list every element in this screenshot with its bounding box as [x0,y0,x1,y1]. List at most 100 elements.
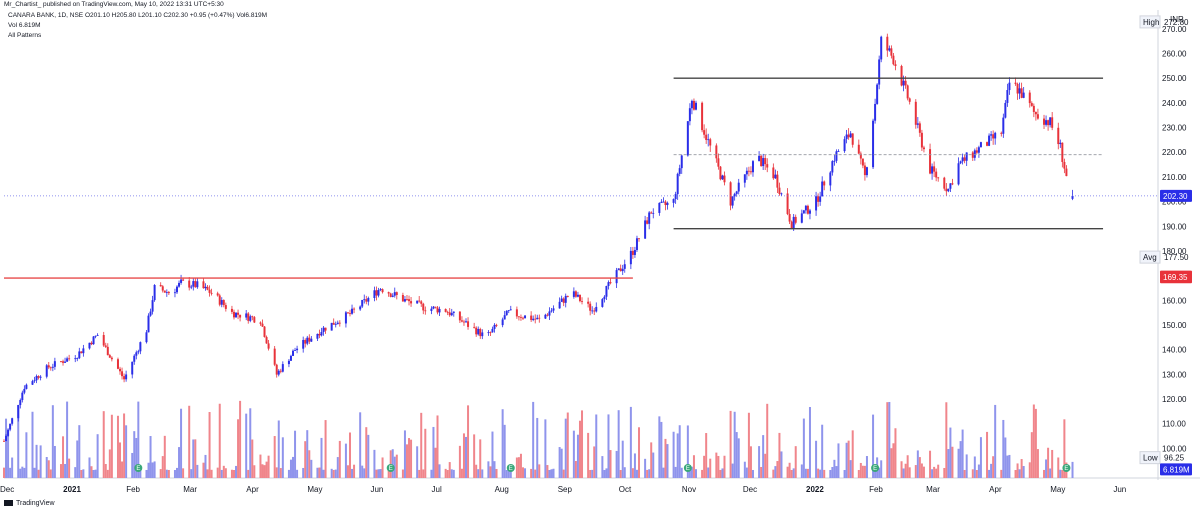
volume-bar [489,466,492,478]
candle-body [245,313,248,318]
price-tag-label: High [1143,18,1159,27]
candle-body [1057,127,1060,145]
volume-bar [988,469,991,478]
volume-bar [348,432,351,478]
candle-body [104,345,107,347]
candle-body [275,364,278,375]
candle-body [9,423,12,430]
candle-body [489,332,492,334]
logo-mark-icon [4,500,13,507]
candle-body [281,364,284,372]
volume-bar [666,444,669,478]
candle-body [672,199,675,203]
price-tag-value: 202.30 [1163,192,1188,201]
candle-body [178,282,181,287]
candle-body [593,310,596,312]
earnings-badge: E [683,464,692,472]
candle-body [865,167,868,176]
candle-body [106,346,109,356]
candle-body [664,201,667,206]
volume-bar [294,430,297,478]
candle-body [994,132,997,139]
candle-body [251,316,254,318]
volume-bar [465,436,468,478]
candle-body [31,381,34,385]
volume-bar [845,442,848,478]
volume-bar [660,421,663,478]
candle-body [25,384,28,389]
candle-body [914,101,917,125]
candle-body [973,150,976,158]
volume-bar [945,402,948,478]
volume-bar [688,469,691,478]
volume-bar [979,437,982,478]
candle-body [894,64,897,66]
volume-bar [66,401,69,478]
volume-bar [821,424,824,478]
candle-body [49,367,52,369]
candle-body [935,171,938,178]
volume-bar [794,446,797,478]
candle-body [652,212,655,214]
pattern-legend[interactable]: All Patterns [8,32,42,39]
volume-bar [723,455,726,478]
volume-bar [1014,470,1017,478]
volume-bar [47,460,50,478]
volume-bar [192,439,195,478]
volume-bar [902,468,905,478]
volume-bar [216,467,219,478]
candle-body [601,299,604,307]
x-tick-label: Jun [1113,485,1126,494]
candle-body [959,161,962,164]
candle-body [823,181,826,186]
volume-bar [975,469,978,478]
volume-bar [202,462,205,478]
candle-body [395,292,398,296]
volume-bar [204,454,207,478]
volume-bar [729,410,732,478]
candle-body [776,174,779,188]
x-tick-label: May [1050,485,1065,494]
volume-bar [749,446,752,478]
candle-body [965,152,968,161]
candle-body [1008,82,1011,91]
candle-body [843,139,846,152]
volume-bar [110,414,113,478]
candle-body [1004,102,1007,118]
candle-body [690,100,693,109]
volume-bar [721,468,724,478]
volume-bar [609,450,612,478]
price-tag-red: 169.35 [1160,271,1192,284]
volume-bar [922,466,925,478]
volume-bar [906,455,909,478]
volume-bar [963,469,966,478]
volume-bar [239,400,242,478]
candle-body [121,371,124,377]
candle-body [430,308,433,311]
candle-body [377,289,380,296]
symbol-legend[interactable]: CANARA BANK, 1D, NSE O201.10 H205.80 L20… [8,12,268,19]
volume-bar [546,465,549,478]
volume-bar [194,439,197,478]
candle-body [265,336,268,344]
candle-body [165,292,168,293]
volume-bar [220,469,223,478]
candle-body [772,167,775,179]
candle-body [450,312,453,316]
volume-bar [462,433,465,478]
candle-body [530,315,533,320]
volume-bar [686,425,689,478]
volume-legend[interactable]: Vol 6.819M [8,22,41,29]
earnings-badge: E [134,464,143,472]
volume-bar [432,426,435,478]
volume-bar [178,447,181,478]
volume-bar [916,450,919,478]
y-tick-label: 260.00 [1162,49,1187,58]
candle-body [737,182,740,192]
badge-label: E [686,466,690,472]
candle-body [7,429,10,436]
volume-bar [51,405,54,478]
candle-body [436,307,439,313]
volume-bar [1002,419,1005,478]
